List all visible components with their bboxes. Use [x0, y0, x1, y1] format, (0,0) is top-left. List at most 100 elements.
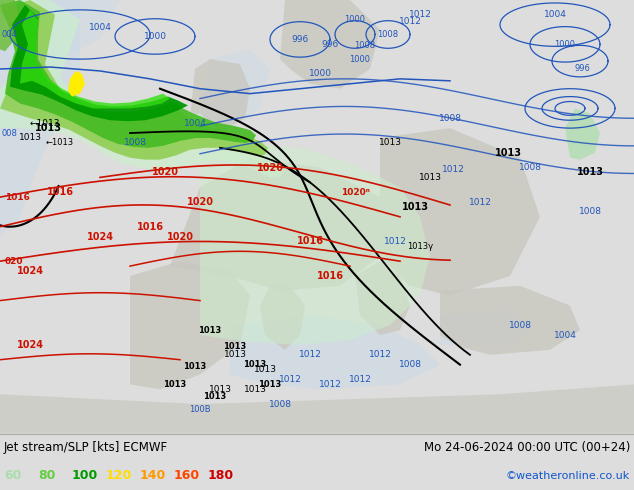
Text: 1008: 1008: [377, 30, 399, 39]
Text: 008: 008: [2, 128, 18, 138]
Text: 1008: 1008: [399, 360, 422, 369]
Polygon shape: [355, 261, 410, 335]
Polygon shape: [130, 261, 250, 389]
Text: 1013: 1013: [259, 380, 281, 389]
Text: 1020: 1020: [186, 197, 214, 207]
Text: 1012: 1012: [469, 197, 491, 207]
Text: ←1013: ←1013: [30, 119, 60, 128]
Text: 1024: 1024: [86, 232, 113, 242]
Text: 1016: 1016: [316, 271, 344, 281]
Text: 100B: 100B: [189, 405, 211, 414]
Polygon shape: [190, 59, 250, 133]
Text: 1012: 1012: [368, 350, 391, 359]
Text: 1008: 1008: [354, 41, 375, 50]
Polygon shape: [0, 384, 634, 434]
Text: 996: 996: [574, 65, 590, 74]
Text: 120: 120: [106, 469, 133, 483]
Text: Mo 24-06-2024 00:00 UTC (00+24): Mo 24-06-2024 00:00 UTC (00+24): [424, 441, 630, 454]
Text: 1013: 1013: [204, 392, 226, 401]
Text: 1013: 1013: [243, 360, 267, 369]
Text: 1013: 1013: [164, 380, 186, 389]
Text: 1000: 1000: [309, 70, 332, 78]
Text: 140: 140: [140, 469, 166, 483]
Text: 1012: 1012: [408, 10, 432, 19]
Polygon shape: [20, 10, 170, 108]
Text: 180: 180: [208, 469, 234, 483]
Text: 1013: 1013: [34, 123, 61, 133]
Polygon shape: [230, 316, 440, 389]
Text: 1013: 1013: [183, 362, 207, 371]
Text: 1012: 1012: [318, 380, 342, 389]
Text: 1013: 1013: [223, 343, 247, 351]
Polygon shape: [440, 286, 580, 355]
Polygon shape: [440, 311, 530, 345]
Text: 1013: 1013: [576, 168, 604, 177]
Text: 1016: 1016: [297, 237, 323, 246]
Polygon shape: [10, 5, 188, 121]
Text: 1008: 1008: [578, 207, 602, 217]
Text: 1012: 1012: [278, 375, 301, 384]
Text: 1016: 1016: [46, 187, 74, 197]
Text: 1013: 1013: [18, 133, 41, 143]
Text: 100: 100: [72, 469, 98, 483]
Text: 020: 020: [5, 257, 23, 266]
Text: 996: 996: [321, 40, 339, 49]
Text: 1013: 1013: [198, 326, 222, 335]
Text: 1004: 1004: [543, 10, 566, 19]
Text: 1000: 1000: [349, 54, 370, 64]
Polygon shape: [200, 143, 430, 345]
Text: 1020: 1020: [257, 163, 283, 172]
Text: 1024: 1024: [16, 266, 44, 276]
Polygon shape: [200, 49, 270, 123]
Polygon shape: [0, 0, 285, 177]
Polygon shape: [170, 158, 380, 291]
Polygon shape: [280, 0, 380, 89]
Polygon shape: [260, 286, 305, 350]
Polygon shape: [565, 108, 600, 160]
Text: 1013: 1013: [401, 202, 429, 212]
Polygon shape: [380, 128, 540, 295]
Text: 1013: 1013: [378, 138, 401, 147]
Text: Jet stream/SLP [kts] ECMWF: Jet stream/SLP [kts] ECMWF: [4, 441, 168, 454]
Text: 1013: 1013: [243, 385, 266, 394]
Text: 1000: 1000: [344, 15, 365, 24]
Text: 996: 996: [292, 35, 309, 44]
Text: 1000: 1000: [555, 40, 576, 49]
Polygon shape: [0, 0, 20, 51]
Text: ©weatheronline.co.uk: ©weatheronline.co.uk: [506, 471, 630, 481]
Text: 1012: 1012: [441, 165, 465, 174]
Text: 1020: 1020: [152, 168, 179, 177]
Polygon shape: [0, 0, 120, 69]
Text: 1004: 1004: [184, 119, 207, 128]
Text: 160: 160: [174, 469, 200, 483]
Text: 1008: 1008: [124, 138, 146, 147]
Text: 1008: 1008: [508, 321, 531, 330]
Text: 1024: 1024: [16, 340, 44, 350]
Text: 1016: 1016: [5, 193, 30, 201]
Polygon shape: [68, 71, 85, 97]
Text: ←1013: ←1013: [46, 138, 74, 147]
Text: 1012: 1012: [349, 375, 372, 384]
Text: 1000: 1000: [143, 32, 167, 41]
Text: 1008: 1008: [269, 399, 292, 409]
Text: 1016: 1016: [136, 221, 164, 232]
Text: 1020ⁿ: 1020ⁿ: [340, 188, 370, 196]
Text: 60: 60: [4, 469, 22, 483]
Text: 1013: 1013: [209, 385, 231, 394]
Text: 1004: 1004: [553, 331, 576, 340]
Polygon shape: [0, 0, 256, 148]
Text: 1013: 1013: [254, 365, 276, 374]
Text: 1004: 1004: [89, 23, 112, 32]
Text: 1013: 1013: [495, 148, 522, 158]
Text: 1012: 1012: [299, 350, 321, 359]
Text: 80: 80: [38, 469, 55, 483]
Text: 1013: 1013: [224, 350, 247, 359]
Polygon shape: [0, 0, 268, 160]
Text: 004: 004: [2, 30, 18, 39]
Text: 1013: 1013: [418, 173, 441, 182]
Text: 1012: 1012: [399, 17, 422, 26]
Text: 1008: 1008: [519, 163, 541, 172]
Text: 1020: 1020: [167, 232, 193, 242]
Text: 1008: 1008: [439, 114, 462, 123]
Text: 1013γ: 1013γ: [407, 242, 433, 251]
